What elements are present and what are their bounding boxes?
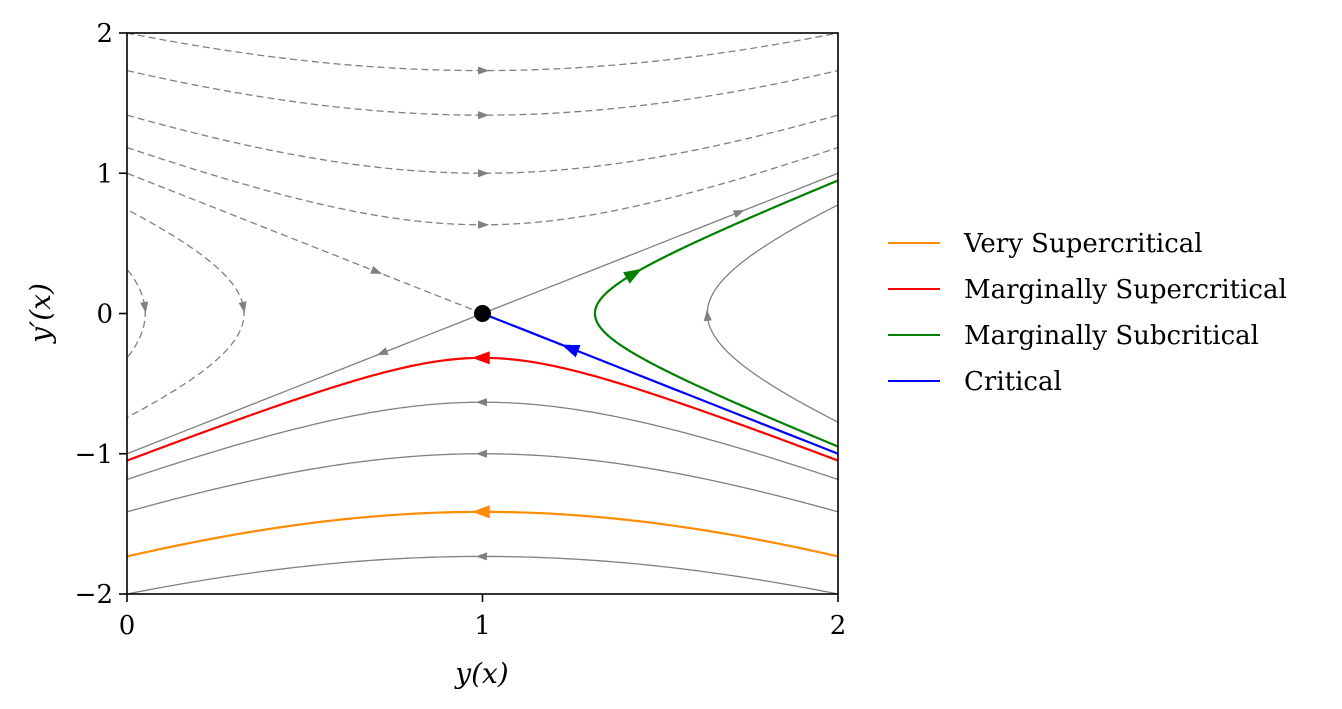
field-curve-1 — [127, 453, 838, 513]
field-curve-0 — [127, 555, 838, 594]
arrow-field-8 — [238, 301, 247, 314]
x-axis-label: y(x) — [453, 657, 508, 690]
field-curve-3 — [127, 146, 838, 226]
y-tick-label-1: −1 — [75, 440, 113, 470]
arrow-field-10 — [732, 210, 745, 218]
field-curve-5 — [127, 69, 838, 116]
arrow-field-11 — [376, 347, 389, 356]
field-curve-10 — [482, 172, 838, 315]
arrow-field-6 — [478, 66, 490, 75]
y-tick-label-2: 0 — [96, 300, 113, 330]
arrow-field-12 — [370, 265, 383, 274]
field-curve-4 — [127, 114, 838, 174]
y-tick-label-4: 2 — [96, 19, 113, 49]
arrow-field-1 — [475, 449, 487, 458]
series-line-0 — [127, 510, 838, 558]
field-curve-8 — [127, 208, 245, 419]
arrow-field-5 — [478, 111, 490, 120]
field-curve-6 — [127, 33, 838, 72]
legend-label-1: Marginally Supercritical — [964, 275, 1287, 305]
legend: Very Supercritical Marginally Supercritic… — [888, 229, 1287, 397]
field-curve-2 — [127, 401, 838, 481]
critical-point-layer — [474, 305, 491, 322]
y-tick-label-3: 1 — [96, 159, 113, 189]
x-tick-label-0: 0 — [119, 611, 136, 641]
x-tick-label-2: 2 — [830, 611, 847, 641]
arrow-field-3 — [478, 220, 490, 229]
arrow-field-0 — [475, 552, 487, 561]
arrow-series-3 — [561, 344, 581, 358]
series-line-2 — [593, 179, 838, 448]
critical-point — [474, 305, 491, 322]
y-axis-label: y′(x) — [24, 283, 57, 345]
axis-ticks: 0 1 2 −2 −1 0 1 2 — [75, 19, 847, 641]
direction-arrows — [140, 66, 745, 561]
arrow-field-7 — [703, 309, 712, 322]
arrow-series-0 — [471, 505, 490, 519]
arrow-field-9 — [140, 301, 149, 314]
legend-label-0: Very Supercritical — [963, 229, 1203, 259]
arrow-field-4 — [478, 169, 490, 178]
legend-label-3: Critical — [964, 367, 1062, 397]
y-tick-label-0: −2 — [75, 580, 113, 610]
field-curve-9 — [127, 268, 146, 359]
arrow-series-1 — [471, 351, 490, 365]
x-tick-label-1: 1 — [474, 611, 491, 641]
legend-label-2: Marginally Subcritical — [964, 321, 1259, 351]
arrow-series-2 — [623, 268, 642, 284]
arrow-field-2 — [475, 398, 487, 407]
